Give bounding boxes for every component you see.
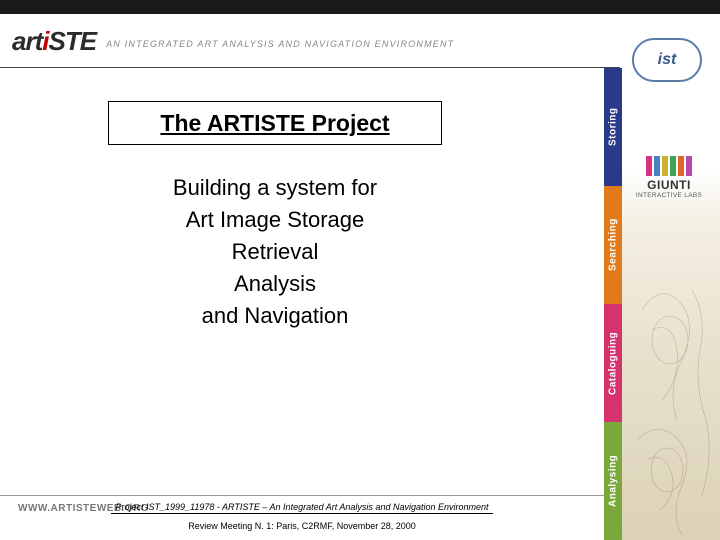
giunti-sub: INTERACTIVE LABS xyxy=(624,192,714,199)
artiste-logo: artiSTE xyxy=(12,26,96,57)
footer-separator xyxy=(0,495,604,496)
body-line: Art Image Storage xyxy=(108,204,442,236)
giunti-bar xyxy=(678,156,684,176)
giunti-name: GIUNTI xyxy=(624,178,714,192)
title-box: The ARTISTE Project xyxy=(108,101,442,145)
stripe-storing: Storing xyxy=(604,68,622,186)
body-line: Analysis xyxy=(108,268,442,300)
giunti-bars xyxy=(624,156,714,176)
giunti-bar xyxy=(646,156,652,176)
footer: Project IST_1999_11978 - ARTISTE – An In… xyxy=(0,497,604,534)
ist-badge: ist xyxy=(632,38,702,82)
giunti-bar xyxy=(662,156,668,176)
header: artiSTE AN INTEGRATED ART ANALYSIS AND N… xyxy=(0,14,720,68)
sketch-background-icon xyxy=(622,270,720,540)
footer-meeting-line: Review Meeting N. 1: Paris, C2RMF, Novem… xyxy=(188,521,416,531)
giunti-logo: GIUNTI INTERACTIVE LABS xyxy=(624,156,714,199)
page-title: The ARTISTE Project xyxy=(160,110,389,137)
header-separator xyxy=(0,67,620,68)
body-text: Building a system for Art Image Storage … xyxy=(108,172,442,331)
giunti-bar xyxy=(670,156,676,176)
ist-badge-text: ist xyxy=(658,51,677,69)
stripe-analysing: Analysing xyxy=(604,422,622,540)
giunti-bar xyxy=(654,156,660,176)
logo-post: STE xyxy=(48,26,96,57)
category-sidebar: Storing Searching Cataloguing Analysing xyxy=(604,68,622,540)
body-line: and Navigation xyxy=(108,300,442,332)
tagline: AN INTEGRATED ART ANALYSIS AND NAVIGATIO… xyxy=(106,39,454,49)
body-line: Building a system for xyxy=(108,172,442,204)
giunti-bar xyxy=(686,156,692,176)
body-line: Retrieval xyxy=(108,236,442,268)
stripe-searching: Searching xyxy=(604,186,622,304)
stripe-cataloguing: Cataloguing xyxy=(604,304,622,422)
top-bar xyxy=(0,0,720,14)
footer-project-line: Project IST_1999_11978 - ARTISTE – An In… xyxy=(111,502,492,514)
logo-pre: art xyxy=(12,26,42,57)
